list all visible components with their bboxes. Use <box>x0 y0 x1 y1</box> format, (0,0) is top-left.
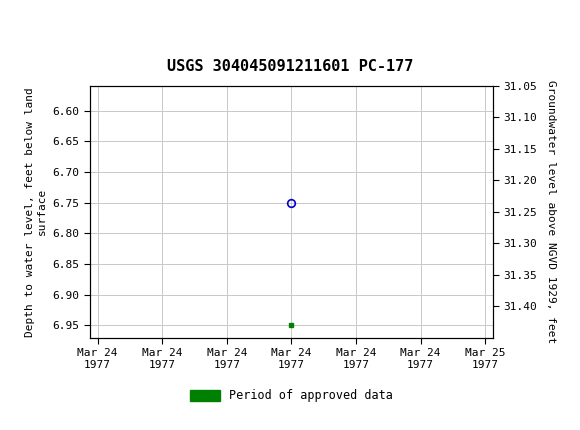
Text: ≈USGS: ≈USGS <box>9 10 79 28</box>
Text: USGS 304045091211601 PC-177: USGS 304045091211601 PC-177 <box>167 59 413 74</box>
Legend: Period of approved data: Period of approved data <box>186 385 397 407</box>
Y-axis label: Depth to water level, feet below land
surface: Depth to water level, feet below land su… <box>24 87 47 337</box>
Y-axis label: Groundwater level above NGVD 1929, feet: Groundwater level above NGVD 1929, feet <box>546 80 556 344</box>
